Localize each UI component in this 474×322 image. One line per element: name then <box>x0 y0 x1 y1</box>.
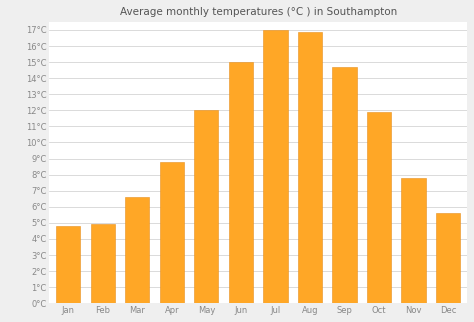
Bar <box>160 162 184 303</box>
Bar <box>91 224 115 303</box>
Bar <box>401 178 426 303</box>
Bar <box>436 213 460 303</box>
Bar <box>194 110 219 303</box>
Bar <box>125 197 149 303</box>
Bar <box>56 226 81 303</box>
Bar <box>332 67 356 303</box>
Bar <box>229 62 253 303</box>
Bar <box>298 32 322 303</box>
Bar <box>264 30 288 303</box>
Bar <box>367 112 391 303</box>
Title: Average monthly temperatures (°C ) in Southampton: Average monthly temperatures (°C ) in So… <box>119 7 397 17</box>
